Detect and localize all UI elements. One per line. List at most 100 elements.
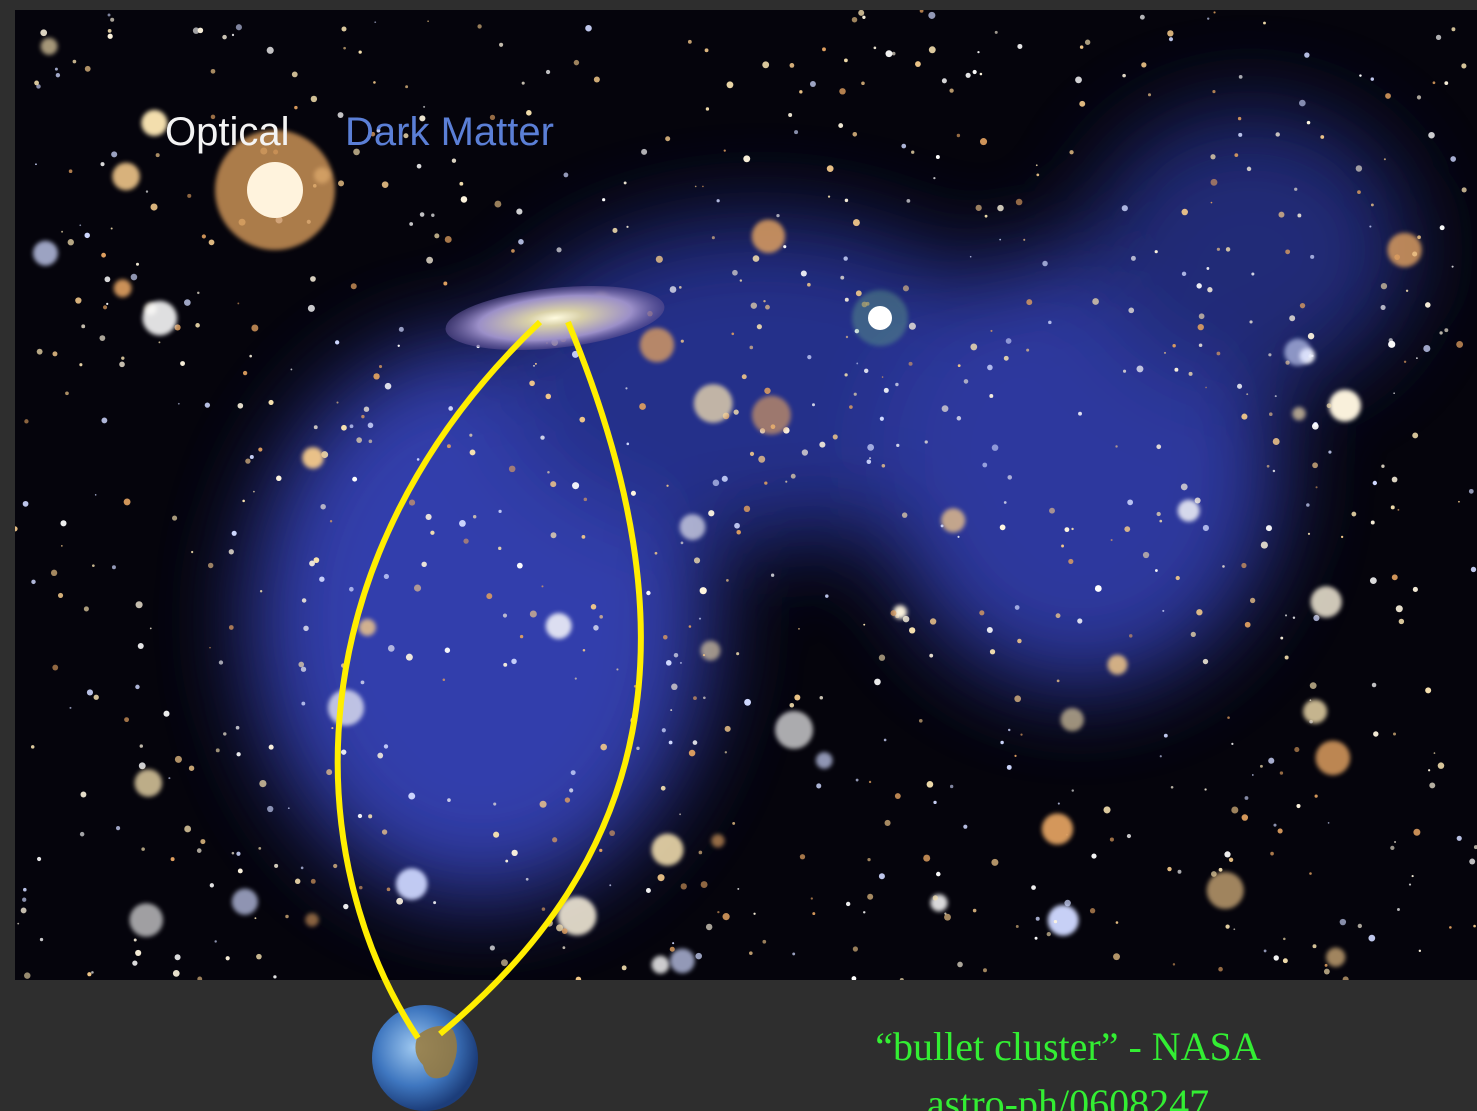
star	[991, 858, 999, 866]
star	[972, 908, 977, 913]
star	[764, 387, 771, 394]
star	[753, 912, 756, 915]
star	[863, 911, 866, 914]
star	[268, 744, 274, 750]
star	[1109, 837, 1114, 842]
dark-matter-label: Dark Matter	[345, 110, 554, 154]
star	[210, 114, 216, 120]
star	[1078, 411, 1082, 416]
star	[593, 625, 599, 631]
star	[1323, 968, 1330, 975]
star	[1339, 918, 1347, 926]
star	[426, 256, 434, 264]
star	[1000, 740, 1004, 745]
star	[641, 148, 648, 155]
star	[1292, 616, 1296, 619]
star	[102, 305, 108, 310]
star	[236, 752, 241, 757]
star	[1417, 235, 1421, 240]
star	[463, 538, 469, 544]
star	[386, 887, 391, 892]
star	[645, 888, 651, 893]
star	[1433, 752, 1436, 754]
star	[556, 924, 564, 932]
star	[734, 522, 740, 529]
star	[1212, 89, 1216, 94]
star	[716, 199, 720, 203]
star	[1237, 116, 1242, 121]
star	[693, 557, 701, 564]
star	[1123, 369, 1127, 373]
star	[762, 939, 767, 944]
star	[341, 424, 347, 431]
star	[1241, 814, 1249, 821]
star	[1241, 562, 1247, 569]
star	[352, 476, 358, 482]
star	[370, 131, 376, 137]
star	[477, 24, 482, 29]
star	[163, 710, 170, 717]
star	[1307, 532, 1311, 535]
star	[838, 123, 844, 128]
star	[387, 645, 395, 652]
star	[83, 606, 89, 612]
star	[911, 150, 915, 154]
star	[1251, 272, 1255, 276]
star	[1218, 867, 1223, 872]
star	[22, 500, 29, 507]
star	[983, 968, 987, 973]
star	[34, 80, 39, 86]
star	[1428, 131, 1435, 139]
star	[873, 46, 877, 50]
star	[869, 457, 872, 460]
star	[294, 105, 298, 110]
star	[251, 324, 259, 332]
star	[564, 797, 571, 803]
star	[72, 59, 77, 64]
star	[419, 212, 425, 217]
star	[218, 660, 224, 665]
star	[957, 535, 960, 538]
star	[111, 565, 116, 570]
star	[986, 626, 993, 633]
star	[933, 800, 937, 805]
star	[1035, 916, 1040, 921]
star	[1303, 699, 1328, 724]
star	[665, 660, 672, 666]
star	[356, 437, 363, 443]
star	[421, 561, 427, 568]
star	[319, 576, 325, 582]
star	[1314, 794, 1318, 798]
star	[57, 592, 64, 599]
star	[24, 972, 31, 979]
star	[259, 590, 263, 593]
star	[367, 422, 374, 429]
star	[534, 362, 537, 365]
star	[1164, 351, 1167, 354]
star	[700, 881, 708, 888]
star	[1196, 283, 1202, 289]
star	[1283, 937, 1286, 941]
star	[341, 749, 347, 755]
star	[1228, 857, 1234, 863]
star	[349, 586, 354, 592]
star	[1167, 866, 1172, 872]
star	[237, 402, 244, 409]
star	[231, 888, 258, 915]
star	[290, 368, 293, 371]
star	[552, 837, 558, 843]
star	[1311, 422, 1319, 430]
star	[1167, 30, 1174, 37]
star	[926, 781, 934, 788]
star	[1181, 208, 1188, 216]
star	[408, 792, 416, 800]
star	[104, 276, 111, 283]
star	[810, 897, 813, 900]
star	[987, 364, 993, 371]
star	[235, 725, 240, 730]
star	[845, 335, 849, 339]
star	[990, 329, 993, 332]
star	[17, 922, 20, 925]
star	[145, 190, 149, 193]
star	[825, 594, 829, 598]
